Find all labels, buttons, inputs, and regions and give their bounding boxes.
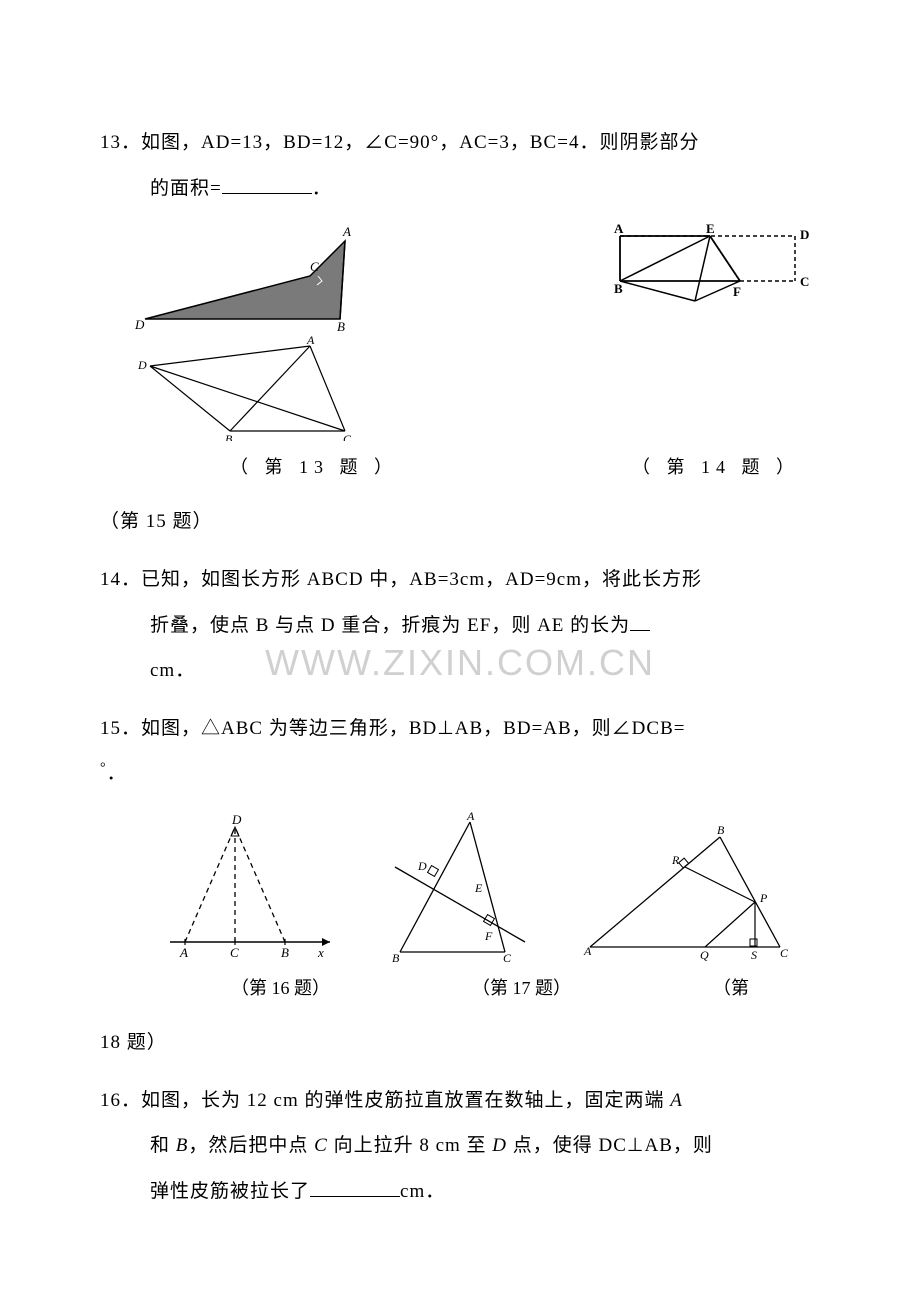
q15-period: ． <box>107 763 127 784</box>
q16-text2b: ，然后把中点 <box>188 1135 314 1156</box>
q13-number: 13． <box>100 132 141 153</box>
q16-A: A <box>670 1090 683 1111</box>
caption-18-prefix: （第 <box>713 967 749 1010</box>
fig15-B: B <box>225 432 233 441</box>
fig18-P: P <box>759 891 768 905</box>
fig16-B: B <box>281 945 289 960</box>
fig18-B: B <box>717 823 725 837</box>
q16-line2: 和 B，然后把中点 C 向上拉升 8 cm 至 D 点，使得 DC⊥AB，则 <box>100 1123 820 1169</box>
fig14-E: E <box>706 221 715 236</box>
question-15: 15．如图，△ABC 为等边三角形，BD⊥AB，BD=AB，则∠DCB= °． … <box>100 706 820 1066</box>
fig14-D: D <box>800 227 809 242</box>
figures-row-1: A B C D A B C D <box>130 221 820 441</box>
q16-B: B <box>176 1135 189 1156</box>
q14-line1: 14．已知，如图长方形 ABCD 中，AB=3cm，AD=9cm，将此长方形 <box>100 557 820 603</box>
q16-C: C <box>314 1135 328 1156</box>
fig13-C: C <box>310 259 319 274</box>
fig17-B: B <box>392 951 400 962</box>
fig15-D: D <box>137 358 147 372</box>
q14-text3: cm． <box>150 660 195 681</box>
q14-line2: 折叠，使点 B 与点 D 重合，折痕为 EF，则 AE 的长为 <box>100 603 820 649</box>
fig18-C: C <box>780 946 789 960</box>
q15-line1: 15．如图，△ABC 为等边三角形，BD⊥AB，BD=AB，则∠DCB= <box>100 706 820 752</box>
fig14-F: F <box>733 284 741 299</box>
q13-line2: 的面积= ． <box>100 166 820 212</box>
fig17-E: E <box>474 881 483 895</box>
question-16: 16．如图，长为 12 cm 的弹性皮筋拉直放置在数轴上，固定两端 A 和 B，… <box>100 1078 820 1215</box>
figure-17-svg: A B C D E F <box>380 812 540 962</box>
question-14: 14．已知，如图长方形 ABCD 中，AB=3cm，AD=9cm，将此长方形 折… <box>100 557 820 694</box>
q13-line1: 13．如图，AD=13，BD=12，∠C=90°，AC=3，BC=4．则阴影部分 <box>100 120 820 166</box>
fig13-D: D <box>134 317 145 331</box>
q16-D: D <box>492 1135 507 1156</box>
fig18-R: R <box>671 853 680 867</box>
question-13: 13．如图，AD=13，BD=12，∠C=90°，AC=3，BC=4．则阴影部分… <box>100 120 820 545</box>
q13-period: ． <box>312 178 332 199</box>
fig18-A: A <box>583 944 592 958</box>
fig18-S: S <box>751 948 757 962</box>
q14-number: 14． <box>100 569 141 590</box>
figure-18-svg: A B C P Q R S <box>580 822 800 962</box>
caption-row-1: （ 第 13 题 ） （ 第 14 题 ） <box>100 446 820 489</box>
fig16-A: A <box>179 945 188 960</box>
fig16-x: x <box>317 945 324 960</box>
fig13-B: B <box>337 319 345 331</box>
fig14-A: A <box>614 221 624 236</box>
q15-line2: °． <box>100 751 820 797</box>
blank-fill-2 <box>630 608 650 631</box>
q13-text2: 的面积= <box>150 178 222 199</box>
fig17-F: F <box>484 929 493 943</box>
q16-text3b: cm． <box>400 1181 445 1202</box>
caption-row-2: （第 16 题） （第 17 题） （第 <box>100 967 820 1010</box>
q14-line3: cm． <box>100 648 820 694</box>
fig17-D: D <box>417 859 427 873</box>
fig13-A: A <box>342 224 351 239</box>
fig15-A: A <box>306 336 315 347</box>
fig17-A: A <box>466 812 475 823</box>
figure-14-col: A B C D E F <box>600 221 820 306</box>
fig16-D: D <box>231 812 242 827</box>
q16-line3: 弹性皮筋被拉长了 cm． <box>100 1169 820 1215</box>
q14-text1: 已知，如图长方形 ABCD 中，AB=3cm，AD=9cm，将此长方形 <box>141 569 702 590</box>
q14-text2: 折叠，使点 B 与点 D 重合，折痕为 EF，则 AE 的长为 <box>150 615 630 636</box>
caption-18-suffix: 18 题） <box>100 1020 820 1066</box>
figure-13-col: A B C D A B C D <box>130 221 360 441</box>
figure-13-svg: A B C D <box>130 221 360 331</box>
fig14-B: B <box>614 281 623 296</box>
fig17-C: C <box>503 951 512 962</box>
caption-14: （ 第 14 题 ） <box>632 446 800 489</box>
fig16-C: C <box>230 945 239 960</box>
blank-fill <box>222 171 312 194</box>
caption-13: （ 第 13 题 ） <box>230 446 398 489</box>
figure-15-svg: A B C D <box>130 336 360 441</box>
q16-text3a: 弹性皮筋被拉长了 <box>150 1181 310 1202</box>
fig18-Q: Q <box>700 948 709 962</box>
q16-text2c: 向上拉升 8 cm 至 <box>328 1135 492 1156</box>
fig14-C: C <box>800 274 809 289</box>
figure-14-svg: A B C D E F <box>600 221 820 306</box>
q15-number: 15． <box>100 718 141 739</box>
q16-text2a: 和 <box>150 1135 176 1156</box>
caption-15: （第 15 题） <box>100 499 820 545</box>
q16-line1: 16．如图，长为 12 cm 的弹性皮筋拉直放置在数轴上，固定两端 A <box>100 1078 820 1124</box>
q13-text1: 如图，AD=13，BD=12，∠C=90°，AC=3，BC=4．则阴影部分 <box>141 132 699 153</box>
blank-fill-3 <box>310 1174 400 1197</box>
q16-text2d: 点，使得 DC⊥AB，则 <box>507 1135 713 1156</box>
q16-number: 16． <box>100 1090 141 1111</box>
q15-degree: ° <box>100 761 107 776</box>
figures-row-2: D A C B x A B C D E F <box>140 812 820 962</box>
caption-17: （第 17 题） <box>472 967 571 1010</box>
q16-text1: 如图，长为 12 cm 的弹性皮筋拉直放置在数轴上，固定两端 <box>141 1090 670 1111</box>
q15-text: 如图，△ABC 为等边三角形，BD⊥AB，BD=AB，则∠DCB= <box>141 718 685 739</box>
figure-16-svg: D A C B x <box>160 812 340 962</box>
fig15-C: C <box>343 432 352 441</box>
caption-16: （第 16 题） <box>231 967 330 1010</box>
